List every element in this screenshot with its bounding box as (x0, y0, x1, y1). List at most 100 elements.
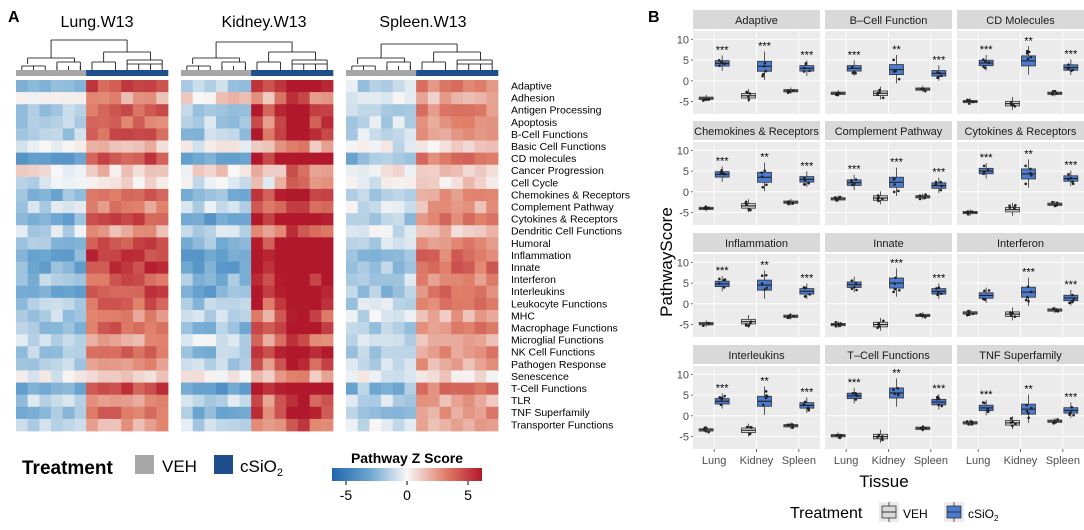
heatmap-cell (251, 358, 264, 371)
heatmap-cell (439, 188, 452, 202)
heatmap-cell (297, 116, 311, 129)
heatmap-cell (369, 249, 382, 262)
heatmap-cell (357, 394, 370, 408)
heatmap-cell (39, 346, 52, 359)
heatmap-cell (74, 128, 87, 141)
heatmap-cell (227, 140, 240, 154)
heatmap-cell (62, 322, 75, 335)
heatmap-cell (392, 394, 405, 408)
treatment-bar-cell (381, 70, 394, 76)
heatmap-cell (369, 213, 382, 226)
data-point (835, 433, 839, 437)
heatmap-cell (251, 152, 264, 166)
heatmap-cell (144, 285, 157, 299)
heatmap-cell (27, 140, 40, 154)
heatmap-cell (462, 201, 476, 214)
heatmap-cell (474, 406, 487, 420)
heatmap-cell (144, 128, 157, 141)
treatment-bar-cell (309, 70, 322, 76)
heatmap-cell (121, 104, 134, 117)
heatmap-cell (74, 188, 87, 202)
heatmap-cell (381, 406, 394, 420)
data-point (982, 58, 985, 61)
heatmap-cell (181, 297, 194, 311)
heatmap-cell (62, 128, 75, 141)
heatmap-cell (297, 104, 311, 117)
heatmap-cell (97, 346, 110, 359)
heatmap-cell (286, 140, 299, 154)
data-point (1013, 206, 1016, 209)
heatmap-cell (357, 273, 370, 287)
heatmap-cell (192, 249, 205, 262)
heatmap-row-label: Microglial Functions (511, 335, 604, 347)
heatmap-cell (109, 80, 122, 93)
heatmap-cell (462, 213, 476, 226)
heatmap-cell (192, 297, 205, 311)
significance-label: *** (932, 383, 946, 395)
data-point (966, 213, 970, 216)
heatmap-cell (274, 188, 287, 202)
heatmap-cell (27, 164, 40, 178)
data-point (967, 102, 971, 105)
heatmap-cell (297, 92, 311, 105)
heatmap-cell (416, 128, 429, 141)
heatmap-cell (357, 237, 370, 250)
heatmap-cell (144, 261, 157, 275)
heatmap-cell (97, 370, 110, 383)
data-point (1009, 100, 1013, 104)
heatmap-cell (486, 285, 499, 299)
heatmap-cell (381, 188, 394, 202)
heatmap-cell (192, 394, 205, 408)
panel-a-label: A (8, 9, 20, 26)
data-point (924, 315, 927, 319)
heatmap-cell (404, 261, 417, 275)
heatmap-cell (192, 370, 205, 383)
heatmap-cell (251, 237, 264, 250)
heatmap-cell (474, 188, 487, 202)
heatmap-cell (404, 201, 417, 214)
heatmap-cell (451, 249, 464, 262)
heatmap-cell (16, 237, 29, 250)
heatmap-cell (274, 322, 287, 335)
heatmap-cell (51, 249, 64, 262)
heatmap-cell (369, 309, 382, 323)
x-tick-label: Kidney (740, 455, 774, 467)
data-point (881, 438, 884, 442)
heatmap-cell (97, 358, 110, 371)
heatmap-cell (286, 92, 299, 105)
heatmap-cell (192, 346, 205, 359)
heatmap-cell (86, 322, 99, 335)
heatmap-cell (27, 309, 40, 323)
data-point (1030, 406, 1033, 410)
heatmap-cell (27, 225, 40, 238)
data-point (850, 180, 854, 184)
heatmap-cell (297, 80, 311, 93)
data-point (893, 287, 897, 291)
heatmap-cell (392, 322, 405, 335)
heatmap-cell (132, 346, 146, 359)
heatmap-cell (132, 152, 146, 166)
heatmap-cell (227, 261, 240, 275)
data-point (762, 64, 766, 68)
heatmap-cell (144, 370, 157, 383)
heatmap-cell (16, 346, 29, 359)
data-point (722, 286, 726, 289)
data-point (937, 286, 941, 289)
heatmap-cell (309, 92, 322, 105)
data-point (1029, 290, 1033, 294)
heatmap-cell (144, 309, 157, 323)
heatmap-cell (74, 104, 87, 117)
heatmap-cell (357, 297, 370, 311)
y-tick-label: 10 (677, 257, 689, 269)
heatmap-cell (274, 370, 287, 383)
heatmap-cell (416, 176, 429, 190)
heatmap-cell (369, 334, 382, 347)
heatmap-cell (274, 285, 287, 299)
heatmap-cell (297, 164, 311, 178)
heatmap-cell (27, 261, 40, 275)
heatmap-cell (474, 92, 487, 105)
heatmap-cell (109, 116, 122, 129)
heatmap-cell (427, 406, 440, 420)
heatmap-cell (439, 213, 452, 226)
heatmap-cell (181, 285, 194, 299)
